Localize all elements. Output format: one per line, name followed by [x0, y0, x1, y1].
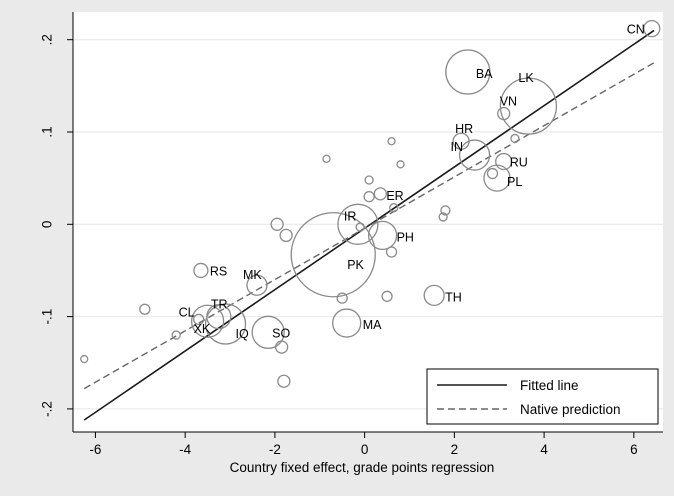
point-label-cn: CN — [627, 23, 645, 37]
data-point — [363, 190, 375, 203]
x-tick-label: -4 — [179, 442, 191, 457]
data-point-ph — [367, 220, 398, 251]
x-tick-label: 6 — [630, 442, 638, 457]
legend-label-fitted: Fitted line — [520, 378, 579, 393]
x-tick-label: -2 — [269, 442, 281, 457]
plot-area — [73, 12, 663, 432]
point-layer — [80, 19, 661, 388]
data-point-ba — [445, 49, 491, 95]
point-label-vn: VN — [500, 95, 517, 109]
y-tick-label: -.2 — [40, 401, 55, 417]
data-point-lk — [499, 77, 558, 135]
y-tick-label: -.1 — [40, 309, 55, 325]
data-point-rs — [193, 262, 209, 279]
y-tick-label: 0 — [40, 221, 55, 229]
data-point-tr — [206, 303, 232, 330]
point-label-xk: XK — [194, 322, 211, 336]
x-tick-label: 0 — [361, 442, 369, 457]
point-label-th: TH — [445, 290, 462, 304]
y-tick-label: .1 — [40, 126, 55, 137]
point-label-pl: PL — [507, 175, 522, 189]
x-axis-title: Country fixed effect, grade points regre… — [230, 460, 495, 475]
x-tick-label: 4 — [540, 442, 548, 457]
data-point-cl — [192, 313, 205, 326]
point-label-tr: TR — [211, 298, 228, 312]
point-label-cl: CL — [179, 305, 195, 319]
data-point-vn — [497, 106, 511, 121]
legend: Fitted line Native prediction — [426, 368, 659, 425]
fitted-line — [83, 29, 655, 421]
data-point — [277, 374, 291, 388]
data-point-er — [373, 187, 387, 201]
data-point — [355, 222, 365, 232]
data-point-ru — [495, 152, 513, 171]
point-label-ma: MA — [363, 318, 382, 332]
point-label-mk: MK — [243, 268, 262, 282]
x-tick-label: -6 — [89, 442, 101, 457]
data-point — [336, 292, 348, 304]
data-point — [80, 354, 89, 364]
data-point-hr — [452, 132, 470, 150]
grid-layer — [73, 39, 663, 410]
data-point — [438, 212, 448, 222]
data-point — [440, 205, 451, 216]
data-point-xk — [190, 304, 225, 338]
point-label-rs: RS — [210, 264, 227, 278]
data-point-in — [458, 139, 491, 171]
data-point — [381, 290, 393, 302]
data-point — [364, 175, 374, 185]
point-label-so: SO — [272, 326, 290, 340]
data-point — [270, 217, 284, 231]
data-point-pk — [290, 212, 376, 298]
data-point-th — [423, 284, 445, 307]
data-point-ir — [337, 203, 379, 245]
data-point — [486, 167, 499, 180]
point-label-pk: PK — [347, 258, 364, 272]
point-label-ba: BA — [476, 67, 493, 81]
point-label-iq: IQ — [236, 327, 249, 341]
data-point-cn — [643, 19, 661, 38]
data-point — [171, 330, 181, 340]
data-point-iq — [204, 303, 247, 345]
point-label-ru: RU — [510, 156, 528, 170]
data-point — [279, 228, 293, 243]
data-point-mk — [246, 274, 268, 296]
data-point — [389, 203, 399, 213]
data-point — [322, 154, 331, 163]
point-label-lk: LK — [518, 71, 534, 85]
point-label-ph: PH — [397, 230, 414, 244]
point-label-er: ER — [386, 189, 403, 203]
y-tick-label: .2 — [40, 34, 55, 45]
axis-layer: -.2 -.1 0 .1 .2 -6 -4 -2 0 2 4 6 — [40, 12, 663, 457]
line-layer — [83, 29, 655, 421]
legend-box — [426, 368, 659, 425]
data-point-so — [251, 315, 285, 349]
point-label-ir: IR — [344, 209, 357, 223]
data-point — [387, 137, 396, 146]
legend-label-native: Native prediction — [520, 402, 621, 417]
data-point — [274, 340, 289, 354]
data-point-ma — [332, 308, 362, 338]
x-tick-label: 2 — [451, 442, 459, 457]
data-point — [510, 133, 520, 144]
point-label-in: IN — [451, 140, 464, 154]
data-point — [396, 160, 405, 169]
point-label-hr: HR — [455, 122, 473, 136]
data-point — [139, 303, 151, 315]
data-point — [385, 246, 398, 258]
